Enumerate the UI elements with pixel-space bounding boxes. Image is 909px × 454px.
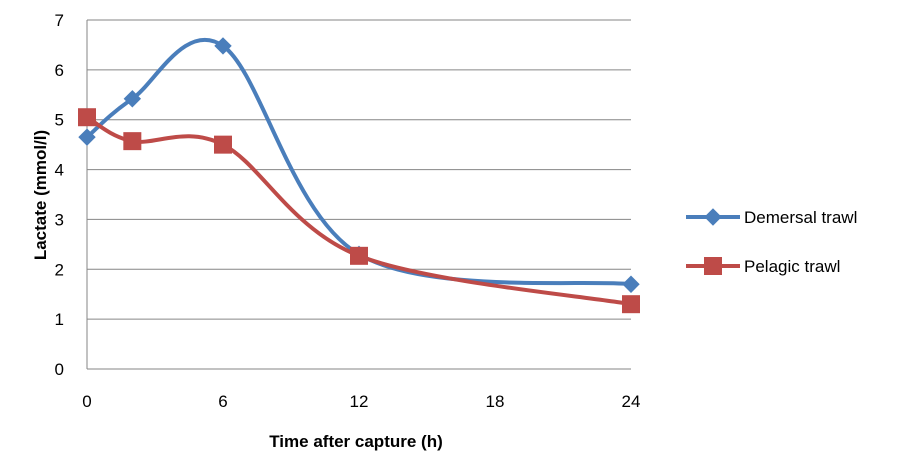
legend: Demersal trawl Pelagic trawl bbox=[686, 208, 857, 276]
y-tick-label: 7 bbox=[55, 11, 64, 30]
x-tick-label: 6 bbox=[218, 392, 227, 411]
legend-item-2: Pelagic trawl bbox=[686, 257, 840, 276]
x-tick-labels: 0 6 12 18 24 bbox=[82, 392, 640, 411]
x-tick-label: 0 bbox=[82, 392, 91, 411]
data-point bbox=[214, 37, 232, 55]
series-group bbox=[78, 37, 640, 314]
y-tick-label: 5 bbox=[55, 111, 64, 130]
y-axis-title: Lactate (mmol/l) bbox=[31, 130, 50, 260]
data-point bbox=[123, 132, 142, 151]
data-point bbox=[622, 275, 640, 293]
legend-item-1: Demersal trawl bbox=[686, 208, 857, 227]
x-axis-title: Time after capture (h) bbox=[269, 432, 443, 451]
y-tick-label: 6 bbox=[55, 61, 64, 80]
legend-swatch-marker bbox=[704, 208, 722, 226]
x-tick-label: 18 bbox=[486, 392, 505, 411]
y-tick-label: 2 bbox=[55, 260, 64, 279]
series-2 bbox=[78, 108, 640, 314]
data-point bbox=[78, 108, 96, 127]
gridlines bbox=[87, 19, 631, 320]
axes bbox=[86, 20, 631, 370]
y-tick-label: 0 bbox=[55, 360, 64, 379]
legend-label: Demersal trawl bbox=[744, 208, 857, 227]
legend-label: Pelagic trawl bbox=[744, 257, 840, 276]
x-tick-label: 12 bbox=[350, 392, 369, 411]
data-point bbox=[123, 90, 142, 108]
legend-swatch-marker bbox=[704, 257, 722, 275]
y-tick-labels: 0 1 2 3 4 5 6 7 bbox=[55, 11, 64, 379]
x-tick-label: 24 bbox=[622, 392, 641, 411]
y-tick-label: 1 bbox=[55, 310, 64, 329]
data-point bbox=[214, 135, 232, 154]
data-point bbox=[350, 246, 368, 265]
series-line bbox=[85, 115, 633, 307]
data-point bbox=[78, 128, 96, 146]
y-tick-label: 3 bbox=[55, 210, 64, 229]
data-point bbox=[622, 295, 640, 314]
y-tick-label: 4 bbox=[55, 161, 64, 180]
